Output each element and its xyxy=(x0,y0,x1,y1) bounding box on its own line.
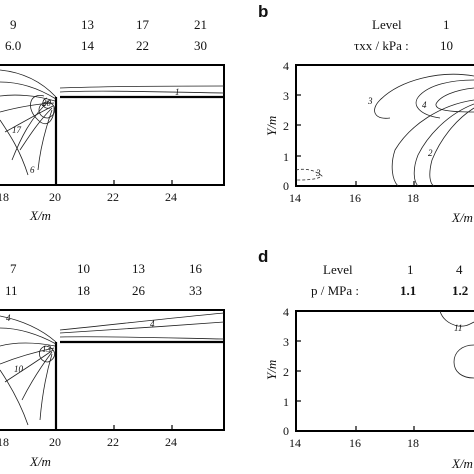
panel-d-ytick-label-3: 3 xyxy=(283,335,289,349)
panel-c-contour-label-2: 4 xyxy=(150,319,155,329)
panel-a-contour-label-1: 1 xyxy=(175,87,180,97)
panel-a-level-1: 9 xyxy=(10,17,17,32)
panel-d-frame xyxy=(295,310,474,432)
panel-d-value-2: 1.2 xyxy=(452,283,468,298)
panel-d-contours xyxy=(439,310,474,379)
panel-d-value-1: 1.1 xyxy=(400,283,416,298)
panel-d-label: d xyxy=(258,247,268,266)
panel-c-xtick-label-2: 20 xyxy=(49,435,61,449)
panel-d-contour-label-1: 11 xyxy=(454,323,462,333)
panel-d-values-title: p / MPa : xyxy=(311,283,359,298)
panel-a: 9 13 17 21 6.0 14 22 30 1 xyxy=(0,17,225,223)
panel-d-levels-title: Level xyxy=(323,262,353,277)
panel-d-xtick-label-1: 14 xyxy=(289,436,301,450)
panel-b-contour-label-3: 2 xyxy=(428,148,433,158)
panel-a-level-3: 17 xyxy=(136,17,150,32)
panel-c-contour-label-4: 13 xyxy=(42,344,52,354)
panel-a-x-axis-title: X/m xyxy=(29,208,51,223)
panel-b-xtick-label-3: 18 xyxy=(407,191,419,205)
panel-a-contours xyxy=(0,69,225,176)
panel-a-contour-label-3: 17 xyxy=(12,125,22,135)
panel-a-value-1: 6.0 xyxy=(5,38,21,53)
panel-c-contours xyxy=(0,312,225,426)
panel-a-contour-label-4: 6 xyxy=(30,165,35,175)
panel-c-level-1: 7 xyxy=(10,261,17,276)
panel-b-contour-label-4: 3 xyxy=(315,168,321,178)
panel-d-xtick-label-3: 18 xyxy=(407,436,419,450)
panel-b-x-axis-title: X/m xyxy=(451,210,473,225)
panel-a-xtick-label-1: 18 xyxy=(0,190,9,204)
panel-b-label: b xyxy=(258,2,268,21)
panel-c-xtick-label-1: 18 xyxy=(0,435,9,449)
panel-c-contour-label-3: 10 xyxy=(14,364,24,374)
panel-b-contour-label-2: 3 xyxy=(367,96,373,106)
panel-c-value-1: 11 xyxy=(5,283,18,298)
panel-b-xtick-label-2: 16 xyxy=(349,191,361,205)
panel-b-xtick-label-1: 14 xyxy=(289,191,301,205)
panel-c-xtick-label-4: 24 xyxy=(165,435,177,449)
panel-c-value-3: 26 xyxy=(132,283,146,298)
panel-a-xtick-label-4: 24 xyxy=(165,190,177,204)
panel-b-ytick-label-3: 3 xyxy=(283,89,289,103)
panel-c: 7 10 13 16 11 18 26 33 4 4 10 13 xyxy=(0,261,225,469)
panel-d-ytick-label-1: 1 xyxy=(283,395,289,409)
panel-b-level-1: 1 xyxy=(443,17,450,32)
panel-b-values-title: τxx / kPa : xyxy=(354,38,409,53)
panel-d-xtick-label-2: 16 xyxy=(349,436,361,450)
panel-a-xtick-label-2: 20 xyxy=(49,190,61,204)
panel-b-ytick-label-0: 0 xyxy=(283,179,289,193)
panel-d-level-1: 1 xyxy=(407,262,414,277)
panel-b-ytick-label-4: 4 xyxy=(283,59,289,73)
panel-d: d Level 1 4 p / MPa : 1.1 1.2 11 4 3 2 1… xyxy=(258,247,474,471)
panel-b-contour-label-1: 4 xyxy=(422,100,427,110)
panel-b-frame xyxy=(295,64,474,187)
panel-d-ytick-label-0: 0 xyxy=(283,424,289,438)
panel-d-level-2: 4 xyxy=(456,262,463,277)
panel-d-x-axis-title: X/m xyxy=(451,456,473,471)
panel-b: b Level 1 τxx / kPa : 10 4 3 2 3 4 3 2 1… xyxy=(258,2,474,225)
panel-b-value-1: 10 xyxy=(440,38,453,53)
panel-c-frame xyxy=(0,309,225,431)
panel-a-level-4: 21 xyxy=(194,17,207,32)
panel-c-xtick-label-3: 22 xyxy=(107,435,119,449)
panel-b-y-axis-title: Y/m xyxy=(264,116,279,136)
panel-d-ytick-label-4: 4 xyxy=(283,305,289,319)
panel-c-level-3: 13 xyxy=(132,261,145,276)
panel-a-value-4: 30 xyxy=(194,38,207,53)
panel-a-xtick-label-3: 22 xyxy=(107,190,119,204)
panel-c-value-4: 33 xyxy=(189,283,202,298)
panel-c-level-4: 16 xyxy=(189,261,203,276)
panel-b-ytick-label-1: 1 xyxy=(283,150,289,164)
panel-a-value-3: 22 xyxy=(136,38,149,53)
panel-d-y-axis-title: Y/m xyxy=(264,360,279,380)
panel-a-frame xyxy=(0,64,225,186)
panel-a-contour-label-2: 20 xyxy=(42,98,52,108)
panel-c-value-2: 18 xyxy=(77,283,90,298)
panel-c-contour-label-1: 4 xyxy=(6,313,11,323)
panel-c-x-axis-title: X/m xyxy=(29,454,51,469)
panel-a-value-2: 14 xyxy=(81,38,95,53)
panel-b-levels-title: Level xyxy=(372,17,402,32)
panel-a-level-2: 13 xyxy=(81,17,94,32)
panel-b-ytick-label-2: 2 xyxy=(283,119,289,133)
panel-d-ytick-label-2: 2 xyxy=(283,365,289,379)
panel-b-contours xyxy=(295,73,474,187)
panel-c-level-2: 10 xyxy=(77,261,90,276)
